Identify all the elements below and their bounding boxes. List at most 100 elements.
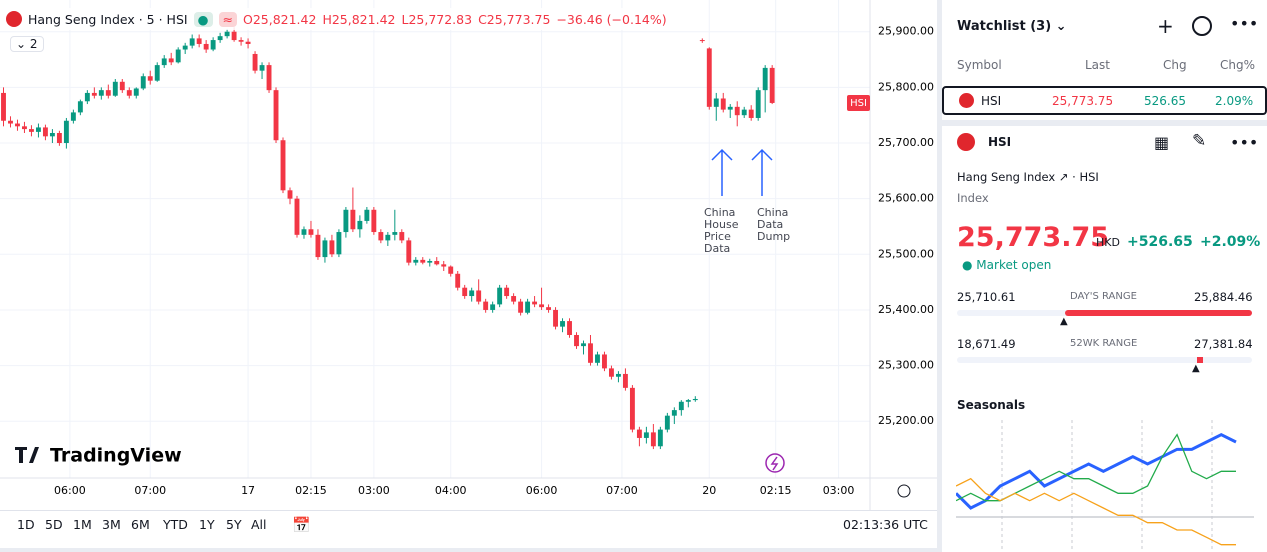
settings-icon[interactable] — [897, 484, 911, 498]
candle-body — [734, 106, 740, 116]
x-tick-label: 06:00 — [526, 484, 558, 497]
candle-body — [91, 92, 97, 96]
range-fill — [1065, 310, 1252, 316]
status-badge: ≈ — [218, 11, 237, 27]
column-header[interactable]: Chg — [1163, 58, 1187, 72]
candle-body — [469, 290, 475, 297]
indicator-toggle[interactable]: ⌄ 2 — [10, 36, 44, 52]
symbol-icon — [959, 93, 974, 108]
market-status-text: Market open — [976, 258, 1052, 272]
candle-body — [154, 65, 160, 81]
detail-kind: Index — [957, 191, 989, 205]
y-tick-label: 25,400.00 — [878, 303, 934, 316]
candle-body — [301, 229, 307, 235]
date-range-icon[interactable]: 📅 — [292, 516, 311, 534]
row-change-pct: 2.09% — [1215, 93, 1254, 108]
range-marker: ▲ — [1192, 363, 1200, 374]
candle-body — [685, 400, 691, 402]
alerts-button[interactable] — [1192, 16, 1212, 36]
watchlist-row[interactable]: HSI 25,773.75 526.65 2.09% — [942, 86, 1267, 115]
candle-body — [497, 287, 503, 305]
candle-body — [350, 209, 356, 230]
range-button[interactable]: 5D — [45, 517, 63, 532]
watchlist-title[interactable]: Watchlist (3) ⌄ — [957, 19, 1067, 34]
candle-body — [182, 45, 188, 50]
candle-body — [427, 260, 433, 263]
candle-body — [315, 234, 321, 258]
column-header[interactable]: Symbol — [957, 58, 1002, 72]
x-tick-label: 03:00 — [358, 484, 390, 497]
range-button[interactable]: 3M — [102, 517, 121, 532]
candle-body — [140, 76, 146, 89]
range-button[interactable]: 1M — [73, 517, 92, 532]
candle-body — [56, 132, 62, 144]
candle-body — [553, 309, 558, 327]
candle-body — [490, 304, 496, 310]
indicator-count: 2 — [29, 37, 38, 51]
seasonal-line — [956, 432, 1237, 510]
candle-body — [406, 240, 412, 263]
candle-body — [168, 58, 174, 63]
y-tick-label: 25,800.00 — [878, 80, 934, 93]
candle-body — [245, 41, 251, 44]
y-tick-label: 25,900.00 — [878, 25, 934, 38]
candle-body — [280, 140, 286, 191]
range-low: 25,710.61 — [957, 290, 1016, 304]
logo: TradingView — [50, 445, 182, 467]
candle-body — [385, 234, 391, 241]
range-button[interactable]: 6M — [131, 517, 150, 532]
candle-body — [692, 398, 698, 401]
column-header[interactable]: Last — [1085, 58, 1110, 72]
range-button[interactable]: All — [251, 517, 267, 532]
candle-body — [42, 127, 48, 137]
candle-body — [650, 432, 656, 447]
chart: TradingView 25,200.00 25,300.00 25,400.00 2… — [0, 0, 937, 510]
layout-button[interactable]: ▦ — [1154, 133, 1170, 152]
candle-body — [762, 67, 768, 91]
more-button[interactable]: ••• — [1230, 14, 1259, 33]
detail-name[interactable]: Hang Seng Index — [957, 170, 1056, 184]
candle-body — [322, 240, 328, 258]
candle-body — [238, 40, 244, 42]
candle-body — [133, 88, 139, 96]
candle-body — [602, 354, 607, 369]
candle-body — [636, 429, 642, 438]
candle-body — [525, 301, 531, 313]
annotation-text: Dump — [757, 230, 790, 243]
candle-body — [29, 129, 34, 132]
candle-body — [252, 53, 258, 71]
watchlist-title-text: Watchlist (3) — [957, 19, 1052, 34]
candle-body — [70, 112, 76, 121]
candle-body — [713, 98, 719, 107]
detail-ticker: HSI — [1079, 170, 1099, 184]
price-tag: HSI — [850, 98, 867, 109]
x-tick-label: 17 — [241, 484, 255, 497]
candle-body — [63, 120, 69, 144]
candle-body — [727, 106, 733, 110]
candle-body — [434, 260, 440, 265]
candle-body — [504, 287, 510, 297]
candle-body — [126, 90, 132, 96]
y-tick-label: 25,700.00 — [878, 136, 934, 149]
range-button[interactable]: 1Y — [199, 517, 215, 532]
clock[interactable]: 02:13:36 UTC — [843, 517, 928, 532]
candle-body — [476, 290, 482, 302]
detail-currency: HKD — [1096, 236, 1120, 249]
legend: Hang Seng Index · 5 · HSI ● ≈ O25,821.42… — [6, 8, 667, 30]
range-button[interactable]: 5Y — [226, 517, 242, 532]
range-button[interactable]: YTD — [163, 517, 188, 532]
column-header[interactable]: Chg% — [1220, 58, 1256, 72]
candle-body — [671, 410, 677, 416]
candle-body — [622, 373, 628, 388]
add-button[interactable]: + — [1157, 14, 1174, 38]
candle-body — [224, 31, 230, 37]
range-button[interactable]: 1D — [17, 517, 35, 532]
candle-body — [588, 343, 593, 363]
edit-button[interactable]: ✎ — [1192, 131, 1207, 151]
symbol-title[interactable]: Hang Seng Index · 5 · HSI — [28, 11, 188, 27]
more-button[interactable]: ••• — [1230, 133, 1259, 152]
range-track — [957, 310, 1252, 316]
candle-body — [98, 90, 104, 96]
event-icon[interactable] — [765, 453, 785, 473]
